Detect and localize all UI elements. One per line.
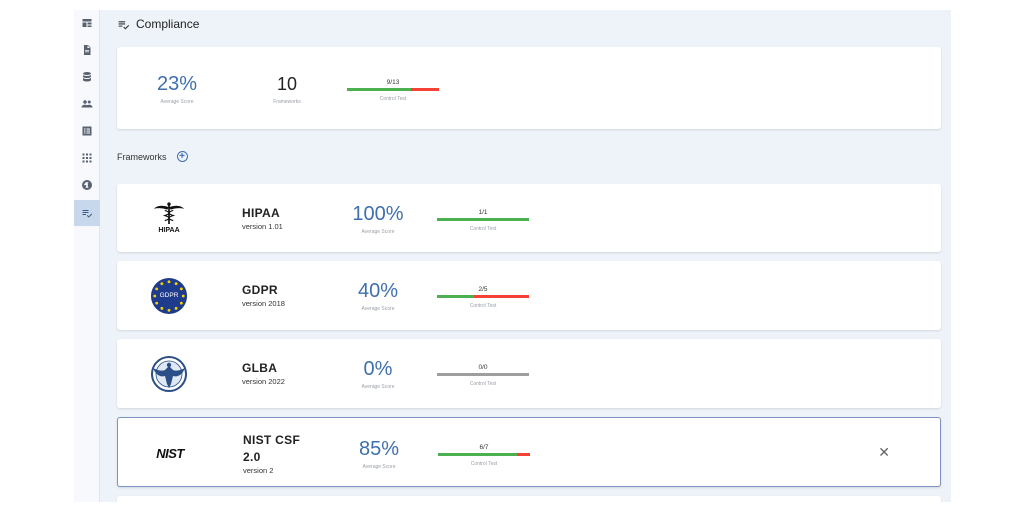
frameworks-section-header: Frameworks + [117,151,188,162]
control-test-bar-failed [473,295,529,298]
average-score-label: Average Score [160,99,194,105]
average-score-value: 40% [357,280,399,302]
framework-control-test: 6/7 Control Test [438,444,530,467]
control-test-bar [437,218,529,221]
framework-average-score: 40% Average Score [347,280,409,312]
framework-control-test: 2/5 Control Test [437,286,529,309]
checklist-icon [82,210,93,218]
control-test-bar-passed [437,218,529,221]
average-score-label: Average Score [361,306,395,312]
control-test-bar-passed [438,453,517,456]
framework-name: GDPR [242,283,278,297]
nist-logo-text: NIST [156,445,184,461]
framework-version: version 2022 [242,377,285,386]
control-test-label: Control Test [379,96,407,102]
control-test-label: Control Test [470,461,498,467]
sidebar [74,10,100,502]
framework-card-nist[interactable]: NIST NIST CSF 2.0 version 2 85% Average … [117,417,941,487]
framework-control-test: 0/0 Control Test [437,364,529,387]
frameworks-count-label: Frameworks [273,99,301,105]
nist-logo: NIST [146,429,194,477]
hipaa-logo-text: HIPAA [158,227,180,234]
gdpr-logo-text: GDPR [159,292,179,299]
average-score-label: Average Score [361,229,395,235]
document-icon [84,45,91,55]
control-test-count: 2/5 [478,286,488,293]
database-icon [83,72,91,82]
frameworks-section-title: Frameworks [117,151,167,162]
framework-name: HIPAA [242,206,280,220]
control-test-bar-failed [516,453,530,456]
control-test-bar [438,453,530,456]
page-title: Compliance [136,17,200,31]
framework-control-test: 1/1 Control Test [437,209,529,232]
radiation-icon [82,180,92,190]
gdpr-eu-stars-icon [150,277,188,315]
control-test-bar-passed [437,295,474,298]
control-test-count: 9/13 [386,79,400,86]
dashboard-icon [82,19,92,27]
hipaa-logo: HIPAA [145,194,193,242]
control-test-count: 0/0 [478,364,488,371]
framework-name: NIST CSF 2.0 [243,433,301,464]
control-test-bar [347,88,439,91]
average-score-value: 100% [352,203,404,225]
sidebar-item-compliance[interactable] [74,200,100,226]
average-score-value: 0% [363,358,393,380]
eagle-seal-icon [151,356,187,392]
frameworks-count-value: 10 [276,74,298,94]
framework-card-glba[interactable]: GLBA version 2022 0% Average Score 0/0 C… [117,339,941,408]
checklist-icon [118,20,130,30]
app-window: Compliance 23% Average Score 10 Framewor… [74,10,951,502]
control-test-bar [437,295,529,298]
summary-frameworks-count: 10 Frameworks [263,73,311,105]
add-framework-button[interactable]: + [176,151,188,162]
framework-card-gdpr[interactable]: GDPR GDPR version 2018 40% Average Score… [117,261,941,330]
gdpr-logo: GDPR [145,272,193,320]
average-score-value: 23% [156,73,198,95]
glba-seal-logo [145,350,193,398]
sidebar-item-database[interactable] [74,64,100,90]
sidebar-item-hazard[interactable] [74,172,100,198]
average-score-label: Average Score [361,384,395,390]
sidebar-item-documents[interactable] [74,37,100,63]
control-test-label: Control Test [469,226,497,232]
control-test-label: Control Test [469,381,497,387]
framework-version: version 2 [243,466,274,475]
summary-average-score: 23% Average Score [153,73,201,105]
page-header: Compliance [117,16,199,32]
main-content: Compliance 23% Average Score 10 Framewor… [117,10,941,502]
caduceus-icon [153,202,185,224]
framework-card-next[interactable] [117,496,941,502]
control-test-bar-passed [347,88,411,91]
apps-icon [82,153,92,163]
control-test-label: Control Test [469,303,497,309]
control-test-bar-failed [410,88,439,91]
framework-version: version 1.01 [242,222,283,231]
sidebar-item-dashboard[interactable] [74,10,100,36]
framework-average-score: 0% Average Score [347,358,409,390]
sidebar-item-list[interactable] [74,118,100,144]
summary-card: 23% Average Score 10 Frameworks 9/13 Con… [117,47,941,129]
control-test-count: 6/7 [479,444,489,451]
framework-average-score: 100% Average Score [347,203,409,235]
framework-average-score: 85% Average Score [348,438,410,470]
average-score-value: 85% [358,438,400,460]
framework-name: GLBA [242,361,278,375]
control-test-bar [437,373,529,376]
list-icon [82,126,92,136]
summary-control-test: 9/13 Control Test [347,79,439,102]
close-icon[interactable]: ✕ [878,444,890,460]
framework-version: version 2018 [242,299,285,308]
framework-card-hipaa[interactable]: HIPAA HIPAA version 1.01 100% Average Sc… [117,184,941,252]
control-test-count: 1/1 [478,209,488,216]
control-test-bar-empty [437,373,529,376]
people-icon [81,100,93,108]
sidebar-item-apps[interactable] [74,145,100,171]
average-score-label: Average Score [362,464,396,470]
sidebar-item-people[interactable] [74,91,100,117]
